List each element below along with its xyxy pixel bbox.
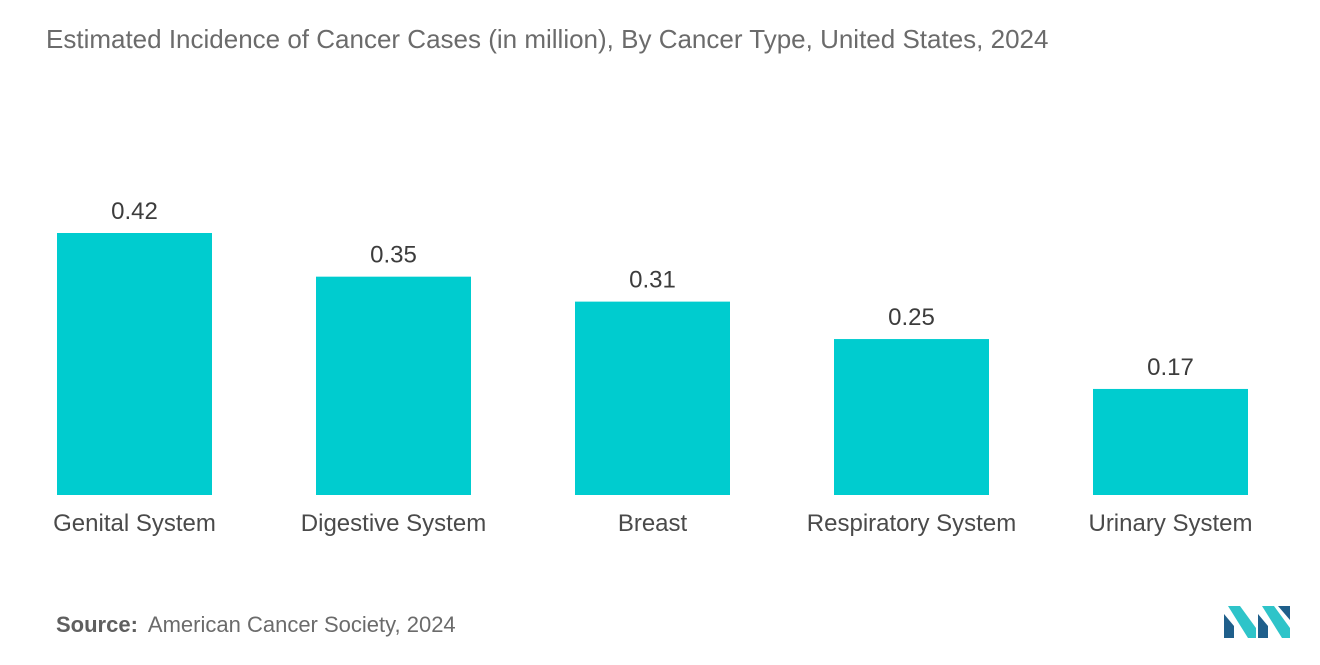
bar-digestive-system	[316, 276, 471, 495]
value-label: 0.42	[111, 198, 158, 225]
value-label: 0.17	[1147, 354, 1194, 381]
category-label: Breast	[618, 510, 688, 537]
value-label: 0.35	[370, 242, 417, 269]
source-line: Source: American Cancer Society, 2024	[56, 612, 456, 638]
mordor-intelligence-logo-icon	[1224, 606, 1290, 638]
bar-breast	[575, 301, 730, 495]
source-label: Source:	[56, 612, 138, 637]
category-label: Digestive System	[301, 510, 486, 537]
bar-urinary-system	[1093, 388, 1248, 495]
category-label: Genital System	[53, 510, 216, 537]
source-text: American Cancer Society, 2024	[147, 612, 456, 637]
bar-genital-system	[57, 233, 212, 495]
bar-respiratory-system	[834, 339, 989, 495]
category-label: Urinary System	[1088, 510, 1252, 537]
value-label: 0.25	[888, 304, 935, 331]
value-label: 0.31	[629, 267, 676, 294]
chart-title: Estimated Incidence of Cancer Cases (in …	[46, 24, 1049, 54]
category-label: Respiratory System	[807, 510, 1016, 537]
